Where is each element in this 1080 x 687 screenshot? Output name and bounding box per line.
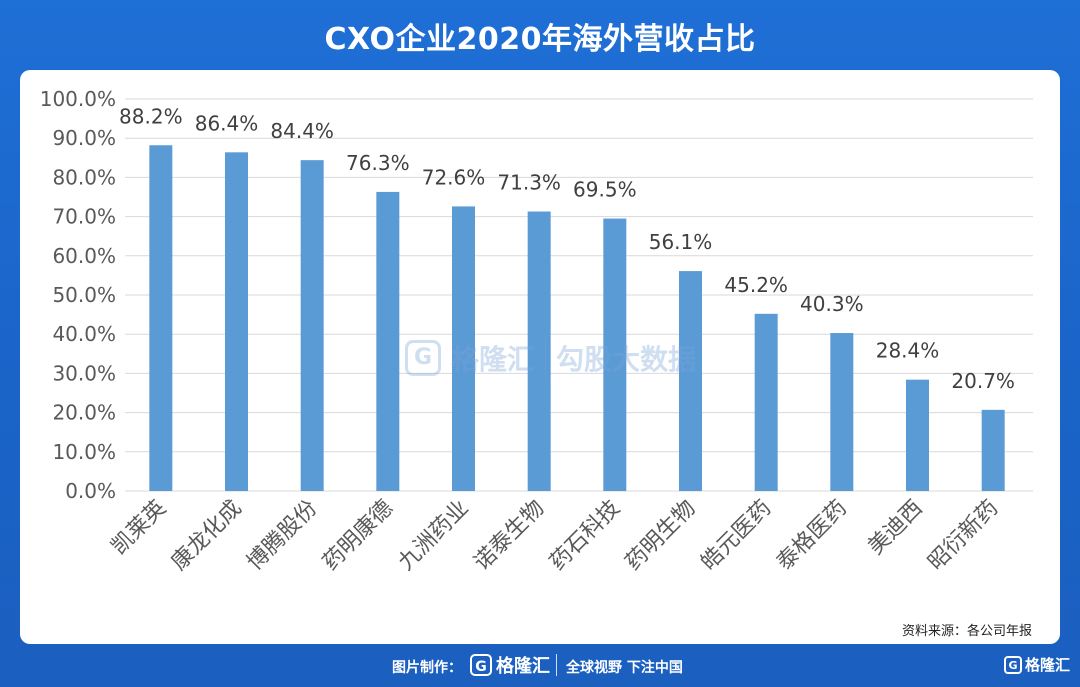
footer-divider — [556, 654, 557, 676]
bar-4 — [376, 191, 400, 491]
gelonghui-logo-icon: G — [1003, 655, 1022, 674]
data-label: 71.3% — [497, 171, 561, 195]
y-tick-label: 50.0% — [52, 283, 116, 307]
data-label: 72.6% — [422, 165, 486, 189]
bar-chart: 0.0%10.0%20.0%30.0%40.0%50.0%60.0%70.0%8… — [40, 87, 1033, 576]
data-label: 86.4% — [195, 111, 259, 135]
y-tick-label: 70.0% — [52, 205, 116, 229]
data-label: 45.2% — [724, 273, 788, 297]
x-tick-label: 诺泰生物 — [469, 496, 549, 576]
bar-7 — [603, 218, 627, 491]
bars — [149, 145, 1005, 492]
x-tick-label: 药明康德 — [318, 496, 398, 576]
bar-2 — [225, 152, 248, 491]
watermark-brand: 格隆汇 — [451, 343, 536, 376]
bar-11 — [906, 379, 929, 491]
y-axis-ticks: 0.0% 10.0% 20.0% 30.0% 40.0% 50.0% 60.0% 70.0% 8… — [40, 87, 116, 503]
y-tick-label: 100.0% — [40, 87, 116, 111]
gelonghui-logo-icon: G — [470, 654, 492, 676]
data-label: 84.4% — [270, 119, 334, 143]
data-label: 76.3% — [346, 151, 410, 175]
y-tick-label: 80.0% — [52, 165, 116, 189]
data-labels: 88.2% 86.4% 84.4% 76.3% 72.6% 71.3% 69.5% 56.1%… — [119, 104, 1015, 393]
data-label: 20.7% — [951, 369, 1015, 393]
data-label: 28.4% — [876, 339, 940, 363]
bar-5 — [452, 206, 475, 491]
source-note: 资料来源：各公司年报 — [901, 624, 1032, 639]
footer: 图片制作： G 格隆汇 全球视野 下注中国 — [0, 650, 1080, 682]
made-by-label: 图片制作： — [392, 660, 462, 676]
watermark-product: 勾股大数据 — [556, 343, 697, 376]
x-tick-label: 泰格医药 — [772, 496, 852, 576]
x-tick-label: 皓元医药 — [696, 496, 776, 576]
bar-6 — [527, 211, 551, 491]
x-tick-label: 昭衍新药 — [923, 496, 1003, 576]
bar-12 — [981, 409, 1005, 491]
gelonghui-logo-icon: G — [405, 340, 441, 376]
x-axis-ticks: 凯莱英康龙化成博腾股份药明康德九洲药业诺泰生物药石科技药明生物皓元医药泰格医药美… — [107, 496, 1004, 576]
x-tick-label: 九洲药业 — [394, 496, 474, 576]
x-tick-label: 药明生物 — [621, 496, 701, 576]
y-tick-label: 90.0% — [52, 126, 116, 150]
data-label: 40.3% — [800, 292, 864, 316]
y-tick-label: 40.0% — [52, 322, 116, 346]
corner-brand-name: 格隆汇 — [1024, 656, 1070, 674]
x-tick-label: 凯莱英 — [107, 496, 171, 560]
chart-title: CXO企业2020年海外营收占比 — [324, 22, 756, 57]
footer-slogan: 全球视野 下注中国 — [566, 660, 683, 676]
footer-brand: G 格隆汇 — [470, 652, 550, 678]
y-tick-label: 0.0% — [65, 479, 116, 503]
watermark-divider — [545, 338, 547, 378]
x-tick-label: 美迪西 — [863, 496, 927, 560]
x-tick-label: 药石科技 — [545, 496, 625, 576]
watermark: G 格隆汇 勾股大数据 — [405, 338, 696, 378]
data-label: 88.2% — [119, 104, 183, 128]
corner-brand: G 格隆汇 — [1003, 654, 1070, 675]
grid-lines — [125, 98, 1033, 492]
bar-9 — [754, 313, 778, 491]
x-tick-label: 康龙化成 — [167, 496, 247, 576]
footer-brand-name: 格隆汇 — [496, 656, 550, 677]
data-label: 56.1% — [649, 230, 713, 254]
y-tick-label: 30.0% — [52, 361, 116, 385]
bar-1 — [149, 145, 173, 492]
x-tick-label: 博腾股份 — [242, 496, 322, 576]
bar-10 — [830, 333, 854, 491]
chart-panel: 0.0% 10.0% 20.0% 30.0% 40.0% 50.0% 60.0% 70.0% 8… — [20, 70, 1060, 644]
bar-8 — [679, 271, 702, 491]
y-tick-label: 10.0% — [52, 440, 116, 464]
y-tick-label: 20.0% — [52, 401, 116, 425]
bar-3 — [300, 160, 324, 491]
data-label: 69.5% — [573, 178, 637, 202]
y-tick-label: 60.0% — [52, 244, 116, 268]
